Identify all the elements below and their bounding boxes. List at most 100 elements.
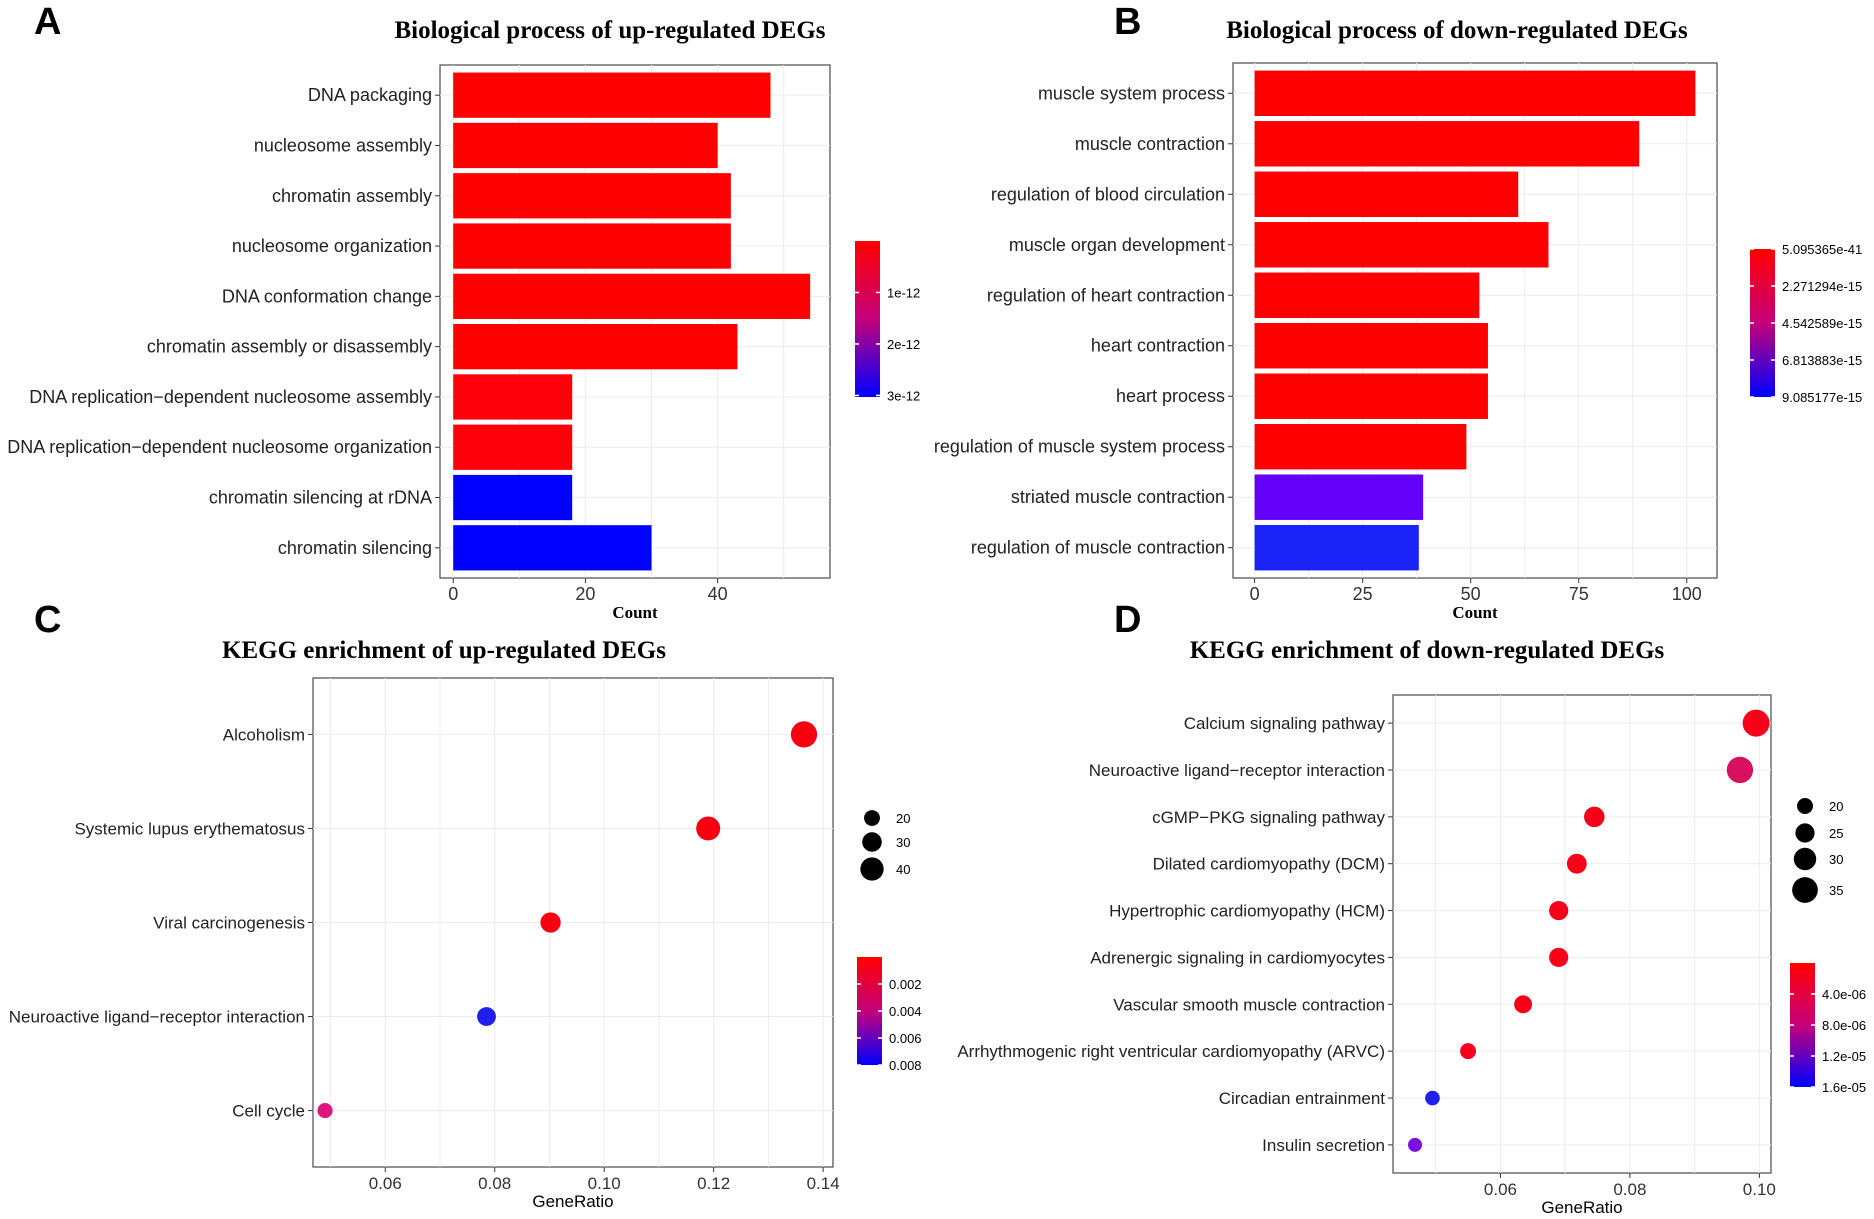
x-tick-label: 75 [1569, 584, 1589, 604]
colorbar-label: 4.542589e-15 [1782, 316, 1862, 331]
chart-title-a: Biological process of up-regulated DEGs [394, 17, 825, 44]
category-label: nucleosome assembly [254, 135, 432, 155]
point-5 [1549, 900, 1569, 921]
colorbar-label: 5.095365e-41 [1782, 242, 1862, 257]
point-4 [477, 1007, 496, 1026]
category-label: chromatin assembly or disassembly [147, 337, 432, 357]
x-tick-label: 0.12 [697, 1174, 730, 1193]
category-label: Arrhythmogenic right ventricular cardiom… [957, 1042, 1385, 1061]
x-axis-title: GeneRatio [1541, 1198, 1622, 1217]
point-7 [1514, 995, 1533, 1014]
x-axis-title: Count [1452, 603, 1498, 622]
category-label: DNA replication−dependent nucleosome org… [7, 437, 432, 457]
point-8 [1460, 1043, 1477, 1060]
size-legend-dot [1797, 798, 1813, 814]
bar-9 [1254, 474, 1424, 520]
category-label: regulation of muscle contraction [971, 538, 1225, 558]
x-tick-label: 0.06 [369, 1174, 402, 1193]
padjust-colorbar [857, 957, 882, 1065]
colorbar-label: 9.085177e-15 [1782, 390, 1862, 405]
panel-label-c: C [34, 599, 61, 641]
size-legend-dot [862, 832, 882, 852]
colorbar-label: 8.0e-06 [1822, 1018, 1866, 1033]
category-label: chromatin assembly [272, 186, 432, 206]
panel-a: A Biological process of up-regulated DEG… [7, 1, 920, 622]
bar-8 [453, 424, 573, 470]
category-label: Circadian entrainment [1219, 1089, 1386, 1108]
bar-10 [453, 525, 652, 571]
bar-4 [453, 223, 731, 269]
size-legend-label: 35 [1829, 883, 1843, 898]
size-legend-label: 30 [1829, 852, 1843, 867]
bar-2 [453, 122, 718, 169]
plot-area [1392, 694, 1772, 1174]
category-label: Cell cycle [232, 1102, 305, 1121]
category-label: Viral carcinogenesis [153, 914, 305, 933]
category-label: heart process [1116, 386, 1225, 406]
colorbar-label: 0.004 [889, 1004, 922, 1019]
category-label: DNA conformation change [222, 286, 432, 306]
bar-3 [1254, 171, 1519, 217]
x-tick-label: 0.06 [1484, 1180, 1517, 1199]
x-axis-title: GeneRatio [532, 1192, 613, 1211]
colorbar-label: 1e-12 [887, 285, 920, 300]
x-tick-label: 40 [708, 584, 728, 604]
point-2 [696, 816, 721, 841]
colorbar-label: 2e-12 [887, 337, 920, 352]
category-label: Alcoholism [223, 725, 305, 744]
point-4 [1566, 853, 1587, 874]
category-label: regulation of muscle system process [934, 437, 1225, 457]
point-1 [1742, 709, 1770, 737]
chart-title-d: KEGG enrichment of down-regulated DEGs [1190, 637, 1665, 664]
point-6 [1549, 947, 1569, 968]
category-label: cGMP−PKG signaling pathway [1152, 808, 1385, 827]
point-10 [1408, 1137, 1423, 1152]
x-tick-label: 0.08 [1613, 1180, 1646, 1199]
point-1 [790, 721, 818, 748]
category-label: Dilated cardiomyopathy (DCM) [1153, 855, 1385, 874]
x-axis-title: Count [612, 603, 658, 622]
padjust-colorbar [1790, 963, 1815, 1087]
panel-label-b: B [1114, 1, 1141, 43]
panel-b: B Biological process of down-regulated D… [934, 1, 1862, 622]
padjust-colorbar [855, 241, 880, 397]
category-label: Adrenergic signaling in cardiomyocytes [1090, 948, 1385, 967]
point-3 [1584, 806, 1605, 828]
chart-title-b: Biological process of down-regulated DEG… [1226, 17, 1688, 44]
colorbar-label: 3e-12 [887, 388, 920, 403]
bar-1 [1254, 70, 1696, 117]
x-tick-label: 20 [575, 584, 595, 604]
category-label: nucleosome organization [232, 236, 432, 256]
size-legend-dot [1795, 823, 1815, 843]
bar-3 [453, 173, 731, 219]
bar-9 [453, 474, 573, 521]
bar-10 [1254, 524, 1419, 571]
category-label: Vascular smooth muscle contraction [1113, 995, 1385, 1014]
category-label: Neuroactive ligand−receptor interaction [1089, 761, 1385, 780]
size-legend-label: 30 [896, 835, 910, 850]
bar-1 [453, 72, 771, 118]
bar-6 [453, 324, 738, 370]
category-label: Hypertrophic cardiomyopathy (HCM) [1109, 902, 1385, 921]
panel-d: D KEGG enrichment of down-regulated DEGs… [957, 599, 1866, 1217]
category-label: Calcium signaling pathway [1184, 714, 1386, 733]
x-tick-label: 0.08 [478, 1174, 511, 1193]
colorbar-label: 0.002 [889, 977, 922, 992]
bar-5 [453, 273, 811, 319]
colorbar-label: 2.271294e-15 [1782, 279, 1862, 294]
category-label: muscle organ development [1009, 235, 1225, 255]
category-label: muscle contraction [1075, 134, 1225, 154]
bar-2 [1254, 121, 1640, 167]
x-tick-label: 50 [1461, 584, 1481, 604]
panel-label-d: D [1114, 599, 1141, 641]
category-label: DNA packaging [308, 85, 432, 105]
colorbar-label: 6.813883e-15 [1782, 353, 1862, 368]
chart-title-c: KEGG enrichment of up-regulated DEGs [222, 637, 666, 664]
bar-8 [1254, 424, 1467, 470]
category-label: Neuroactive ligand−receptor interaction [9, 1008, 305, 1027]
size-legend-dot [1792, 877, 1818, 903]
bar-7 [453, 374, 573, 420]
panel-c: C KEGG enrichment of up-regulated DEGs 0… [9, 599, 922, 1211]
colorbar-label: 4.0e-06 [1822, 987, 1866, 1002]
